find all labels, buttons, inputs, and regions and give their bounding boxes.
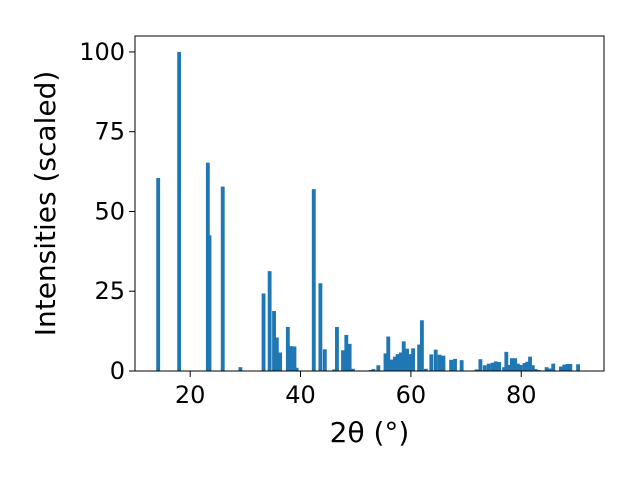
bar xyxy=(565,363,570,371)
bar xyxy=(562,364,567,371)
bar xyxy=(285,326,290,371)
bar xyxy=(347,343,352,371)
bar xyxy=(278,352,283,371)
bar xyxy=(272,311,276,371)
y-tick-label: 75 xyxy=(94,118,125,146)
bar xyxy=(530,365,535,371)
bar xyxy=(417,344,422,371)
bar xyxy=(392,356,397,371)
bar xyxy=(261,293,266,371)
bar xyxy=(344,334,349,371)
bar xyxy=(497,362,502,371)
bar xyxy=(576,364,580,371)
bar xyxy=(528,356,532,371)
bar xyxy=(311,189,316,371)
bar xyxy=(547,368,552,371)
bar xyxy=(386,336,391,371)
bar xyxy=(238,367,243,371)
bar xyxy=(401,341,406,371)
bar xyxy=(533,369,538,371)
plot-frame xyxy=(134,35,605,372)
bar xyxy=(177,51,182,371)
y-tick-label: 0 xyxy=(110,357,125,385)
bar xyxy=(267,271,272,371)
bar xyxy=(389,359,394,371)
bar xyxy=(522,363,527,371)
bar xyxy=(399,352,403,371)
bar xyxy=(294,367,299,371)
bar xyxy=(274,337,279,371)
bar xyxy=(423,368,428,371)
bar xyxy=(395,354,400,371)
bar xyxy=(478,359,483,371)
bar xyxy=(220,186,225,371)
bar xyxy=(504,351,509,371)
bar xyxy=(453,358,457,371)
bar xyxy=(441,355,446,371)
bar xyxy=(419,320,424,371)
bar xyxy=(207,235,212,371)
bar xyxy=(515,363,520,371)
bar xyxy=(407,354,412,371)
x-tick-label: 40 xyxy=(285,381,316,409)
bar xyxy=(383,353,388,371)
bar xyxy=(459,360,464,371)
bar xyxy=(513,358,518,371)
bar xyxy=(544,367,549,371)
bar-series xyxy=(156,51,580,371)
x-tick-label: 80 xyxy=(506,381,537,409)
bar xyxy=(507,364,512,371)
x-axis-label: 2θ (°) xyxy=(330,416,410,449)
bar xyxy=(335,326,339,371)
bar xyxy=(322,349,327,371)
y-tick-label: 100 xyxy=(79,38,125,66)
bar xyxy=(405,348,409,371)
bar xyxy=(433,349,438,371)
bar xyxy=(518,364,523,371)
bar xyxy=(486,363,491,371)
bar xyxy=(482,365,487,371)
bar xyxy=(332,369,337,371)
bar xyxy=(429,354,434,371)
y-tick-label: 25 xyxy=(94,277,125,305)
bar xyxy=(502,367,507,371)
bar xyxy=(509,358,514,371)
bar xyxy=(525,361,530,371)
bar xyxy=(568,363,573,371)
bar xyxy=(493,361,498,371)
bar xyxy=(292,346,297,371)
bar xyxy=(341,350,345,371)
bar xyxy=(411,348,416,371)
bar xyxy=(474,369,479,371)
y-axis: 0 25 50 75 100 xyxy=(79,38,135,385)
bar xyxy=(559,366,563,371)
y-tick-label: 50 xyxy=(94,197,125,225)
bar xyxy=(156,177,161,371)
bar xyxy=(318,283,323,371)
x-axis: 20 40 60 80 xyxy=(175,371,537,409)
bar xyxy=(449,359,454,371)
bar xyxy=(376,365,381,371)
bar xyxy=(437,354,442,371)
x-tick-label: 20 xyxy=(175,381,206,409)
x-tick-label: 60 xyxy=(396,381,427,409)
bar xyxy=(288,346,293,371)
bar xyxy=(551,363,556,371)
bar xyxy=(351,368,355,371)
bar xyxy=(490,362,495,371)
bar xyxy=(371,369,376,371)
y-axis-label: Intensities (scaled) xyxy=(29,71,62,337)
